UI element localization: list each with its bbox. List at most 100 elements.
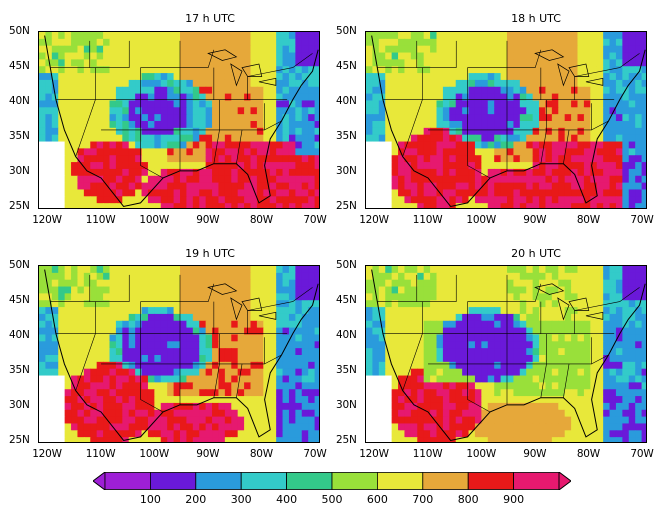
grid-cell: [250, 168, 258, 177]
grid-cell: [481, 361, 489, 370]
grid-cell: [58, 86, 66, 95]
grid-cell: [430, 272, 438, 281]
grid-cell: [167, 389, 175, 397]
grid-cell: [526, 361, 534, 370]
grid-cell: [628, 266, 636, 274]
grid-cell: [288, 293, 296, 301]
grid-cell: [135, 430, 143, 438]
grid-cell: [83, 300, 91, 308]
grid-cell: [590, 389, 598, 397]
grid-cell: [551, 348, 559, 356]
grid-cell: [494, 382, 502, 390]
grid-cell: [282, 375, 290, 383]
grid-cell: [558, 141, 566, 149]
grid-cell: [115, 162, 123, 170]
grid-cell: [269, 361, 277, 370]
grid-cell: [186, 416, 194, 425]
grid-cell: [231, 272, 239, 281]
grid-cell: [45, 66, 53, 74]
grid-cell: [39, 182, 47, 191]
grid-cell: [507, 52, 515, 60]
grid-cell: [366, 286, 374, 294]
grid-cell: [276, 430, 284, 438]
grid-cell: [109, 155, 117, 163]
state-border: [422, 68, 467, 100]
grid-cell: [250, 368, 258, 377]
grid-cell: [83, 348, 91, 356]
grid-cell: [519, 355, 527, 363]
grid-cell: [442, 86, 450, 95]
grid-cell: [141, 38, 149, 47]
grid-cell: [577, 38, 585, 47]
grid-cell: [615, 423, 623, 431]
grid-cell: [192, 182, 200, 191]
grid-cell: [282, 66, 290, 74]
grid-cell: [641, 416, 646, 425]
grid-cell: [609, 437, 617, 442]
grid-cell: [449, 279, 457, 288]
grid-cell: [51, 396, 59, 404]
grid-cell: [436, 382, 444, 390]
grid-cell: [276, 327, 284, 336]
grid-cell: [96, 168, 104, 177]
grid-cell: [269, 121, 277, 129]
grid-cell: [288, 134, 296, 143]
grid-cell: [455, 375, 463, 383]
grid-cell: [269, 430, 277, 438]
grid-cell: [192, 162, 200, 170]
grid-cell: [141, 320, 149, 329]
grid-cell: [122, 45, 130, 54]
state-border: [546, 337, 591, 364]
grid-cell: [147, 127, 155, 136]
grid-cell: [301, 423, 309, 431]
grid-cell: [269, 313, 277, 322]
grid-cell: [539, 293, 547, 301]
grid-cell: [205, 66, 213, 74]
grid-cell: [481, 334, 489, 342]
grid-cell: [462, 127, 470, 136]
grid-cell: [160, 38, 168, 47]
grid-cell: [256, 114, 264, 122]
grid-cell: [147, 189, 155, 197]
grid-cell: [141, 79, 149, 88]
grid-cell: [404, 361, 412, 370]
grid-cell: [83, 114, 91, 122]
grid-cell: [442, 402, 450, 411]
grid-cell: [141, 141, 149, 149]
grid-cell: [558, 402, 566, 411]
grid-cell: [212, 334, 220, 342]
grid-cell: [417, 38, 425, 47]
grid-cell: [186, 307, 194, 315]
grid-cell: [282, 286, 290, 294]
grid-cell: [532, 286, 540, 294]
grid-cell: [366, 121, 374, 129]
grid-cell: [282, 423, 290, 431]
grid-cell: [218, 430, 226, 438]
grid-cell: [90, 107, 98, 115]
grid-cell: [423, 409, 431, 418]
grid-cell: [160, 402, 168, 411]
grid-cell: [96, 423, 104, 431]
grid-cell: [513, 409, 521, 418]
grid-cell: [609, 341, 617, 349]
grid-cell: [423, 52, 431, 60]
grid-cell: [513, 134, 521, 143]
grid-cell: [90, 93, 98, 102]
grid-cell: [154, 437, 162, 442]
grid-cell: [468, 45, 476, 54]
grid-cell: [539, 203, 547, 208]
grid-cell: [417, 409, 425, 418]
grid-cell: [366, 293, 374, 301]
grid-cell: [378, 293, 386, 301]
grid-cell: [417, 375, 425, 383]
grid-cell: [577, 141, 585, 149]
grid-cell: [231, 389, 239, 397]
grid-cell: [641, 189, 646, 197]
grid-cell: [474, 375, 482, 383]
grid-cell: [160, 203, 168, 208]
grid-cell: [615, 175, 623, 184]
grid-cell: [571, 155, 579, 163]
grid-cell: [551, 361, 559, 370]
grid-cell: [526, 66, 534, 74]
grid-cell: [487, 307, 495, 315]
